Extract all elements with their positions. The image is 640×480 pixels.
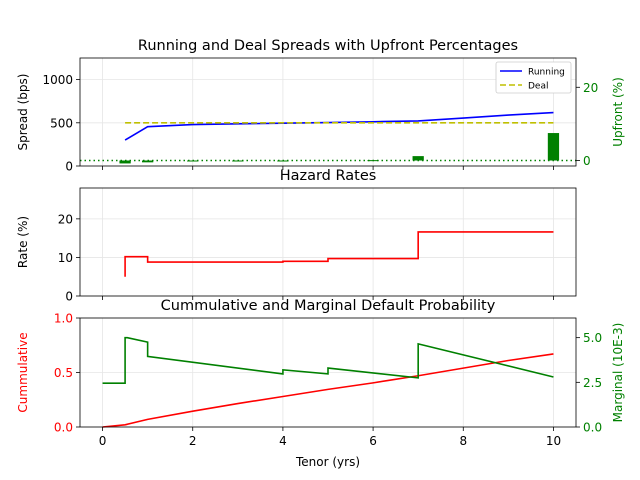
legend-label-deal: Deal (528, 82, 548, 92)
y-tick-label: 1.0 (54, 312, 73, 326)
y2-tick-label: 5.0 (583, 331, 602, 345)
y-tick-label: 0.5 (54, 366, 73, 380)
upfront-bar (119, 160, 131, 164)
y-tick-label: 0 (65, 290, 73, 304)
y-tick-label: 0 (65, 160, 73, 174)
y2-axis-label: Upfront (%) (611, 77, 625, 147)
hazard-rate-line (124, 231, 554, 277)
x-axis-label: Tenor (yrs) (295, 455, 360, 469)
panel-title: Hazard Rates (280, 168, 377, 184)
y-tick-label: 1000 (42, 73, 73, 87)
y-axis-label: Cummulative (16, 332, 30, 412)
upfront-bar (547, 133, 560, 161)
y-axis-label: Spread (bps) (16, 74, 30, 151)
x-tick-label: 4 (279, 434, 287, 448)
upfront-bar (142, 160, 154, 163)
y2-tick-label: 0.0 (583, 421, 602, 435)
axes-frame (79, 57, 577, 167)
y-axis-label: Rate (%) (16, 216, 30, 268)
axes-frame (79, 187, 577, 297)
y-tick-label: 500 (50, 116, 73, 130)
panel-title: Cummulative and Marginal Default Probabi… (161, 298, 496, 314)
y2-tick-label: 20 (583, 81, 598, 95)
running-line (124, 111, 554, 141)
y-tick-label: 20 (58, 212, 73, 226)
x-tick-label: 6 (369, 434, 377, 448)
spreads-panel: 0 500 1000 0 20 Running and Deal Spreads with… (16, 38, 625, 174)
y2-tick-label: 2.5 (583, 376, 602, 390)
marginal-line (102, 336, 554, 385)
x-tick-label: 10 (546, 434, 561, 448)
hazard-panel: 0 10 20 Hazard Rates Rate (%) (16, 168, 577, 304)
y-tick-label: 0.0 (54, 421, 73, 435)
upfront-bar (412, 156, 424, 161)
panel-title: Running and Deal Spreads with Upfront Pe… (138, 38, 518, 54)
legend-label-running: Running (528, 68, 565, 78)
default-probability-panel: 0 2 4 6 8 10 0.0 0.5 1.0 0.0 2.5 5.0 Cummulative and… (16, 298, 625, 469)
x-tick-label: 0 (99, 434, 107, 448)
y2-axis-label: Marginal (10E-3) (611, 323, 625, 423)
x-tick-label: 2 (189, 434, 197, 448)
y2-tick-label: 0 (583, 154, 591, 168)
cummulative-line (102, 353, 554, 428)
x-tick-label: 8 (459, 434, 467, 448)
y-tick-label: 10 (58, 251, 73, 265)
legend: Running Deal (495, 61, 572, 94)
